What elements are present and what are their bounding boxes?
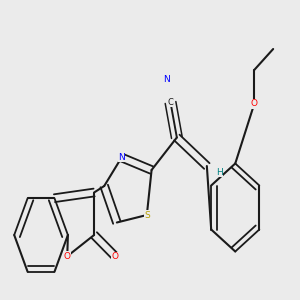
Text: H: H (216, 168, 223, 177)
Text: O: O (251, 100, 258, 109)
Text: C: C (168, 98, 173, 107)
Text: N: N (164, 74, 170, 83)
Text: N: N (118, 153, 125, 162)
Text: O: O (112, 252, 119, 261)
Text: S: S (144, 211, 150, 220)
Text: O: O (64, 252, 71, 261)
